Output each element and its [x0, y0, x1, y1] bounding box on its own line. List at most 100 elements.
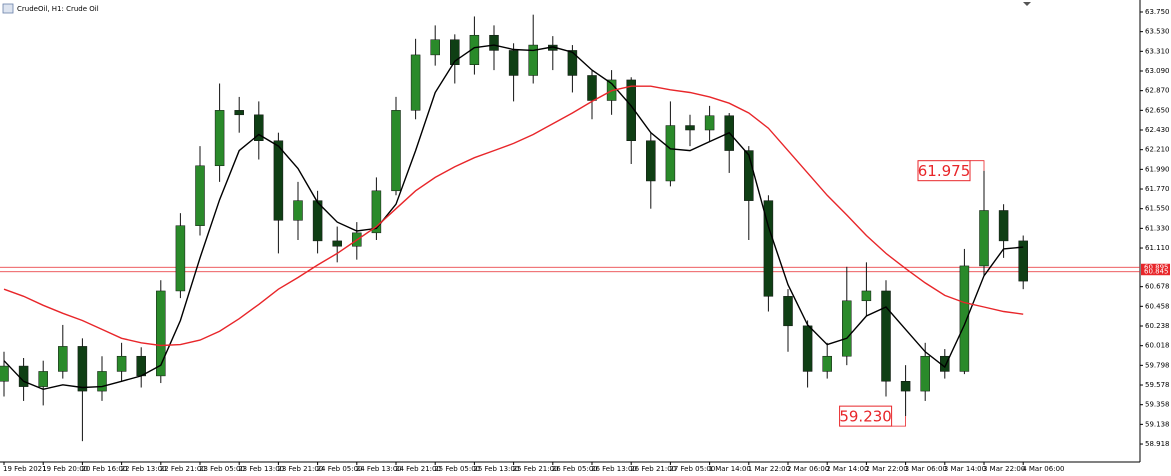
candle-body: [234, 110, 244, 116]
y-tick-label: 60.018: [1145, 342, 1170, 350]
x-tick-label: 20 Feb 16:00: [81, 465, 127, 473]
x-tick-label: 2 Mar 22:00: [865, 465, 907, 473]
candle-body: [97, 371, 107, 392]
candle-body: [312, 200, 323, 242]
y-tick-label: 62.650: [1145, 106, 1170, 114]
y-tick-label: 62.210: [1145, 146, 1170, 154]
candle-body: [626, 79, 636, 141]
y-tick-label: 60.238: [1145, 322, 1170, 330]
annotation-box: [917, 160, 971, 182]
y-tick-label: 63.090: [1145, 67, 1170, 75]
candle-body: [156, 290, 166, 377]
symbol-icon: [2, 3, 14, 14]
candle-body: [998, 210, 1009, 242]
x-tick-label: 23 Feb 13:00: [238, 465, 284, 473]
candle-body: [783, 296, 793, 327]
annotation-connector: [970, 160, 985, 171]
candle-body: [18, 365, 29, 387]
y-tick-label: 59.358: [1145, 401, 1170, 409]
y-tick-label: 59.578: [1145, 381, 1170, 389]
candle-body: [254, 114, 264, 141]
candle-body: [293, 200, 303, 221]
price-level-label: 60.845: [1144, 268, 1169, 276]
candle-body: [1018, 240, 1028, 282]
candle-body: [861, 290, 872, 302]
candle-body: [979, 210, 989, 267]
candle-body: [0, 365, 9, 382]
y-tick-label: 60.678: [1145, 283, 1170, 291]
candle-body: [77, 346, 88, 392]
annotation-label: 59.230: [839, 408, 892, 426]
candle-body: [900, 381, 911, 392]
x-tick-label: 26 Feb 05:00: [552, 465, 598, 473]
x-tick-label: 24 Feb 13:00: [356, 465, 402, 473]
candle-body: [704, 115, 715, 131]
candle-body: [920, 355, 930, 392]
candle-body: [822, 355, 832, 372]
y-tick-label: 61.770: [1145, 185, 1170, 193]
price-level-tag: [1141, 263, 1170, 271]
candle-body: [959, 265, 970, 372]
candle-body: [273, 140, 284, 221]
x-tick-label: 22 Feb 13:00: [121, 465, 167, 473]
candle-body: [371, 190, 382, 234]
x-tick-label: 2 Mar 14:00: [826, 465, 868, 473]
chart-title: CrudeOil, H1: Crude Oil: [17, 5, 99, 13]
candle-body: [587, 75, 597, 101]
x-tick-label: 19 Feb 20:00: [42, 465, 88, 473]
y-tick-label: 62.430: [1145, 126, 1170, 134]
x-tick-label: 3 Mar 06:00: [905, 465, 947, 473]
x-tick-label: 26 Feb 21:00: [630, 465, 676, 473]
candle-body: [410, 54, 421, 111]
y-tick-label: 61.110: [1145, 244, 1170, 252]
candle-body: [391, 110, 401, 192]
x-tick-label: 1 Mar 22:00: [748, 465, 790, 473]
x-tick-label: 25 Feb 05:00: [434, 465, 480, 473]
x-tick-label: 26 Feb 13:00: [591, 465, 637, 473]
x-tick-label: 22 Feb 21:00: [160, 465, 206, 473]
annotation-connector: [891, 416, 906, 427]
x-tick-label: 27 Feb 05:00: [669, 465, 715, 473]
candle-body: [528, 44, 538, 76]
candle-body: [430, 39, 440, 56]
candle-body: [175, 225, 186, 292]
candle-body: [195, 165, 205, 226]
price-level-label: 60.895: [1144, 263, 1169, 271]
candle-body: [744, 150, 754, 201]
x-tick-label: 24 Feb 05:00: [317, 465, 363, 473]
x-tick-label: 2 Mar 06:00: [787, 465, 829, 473]
annotation-box: [839, 405, 893, 427]
y-tick-label: 61.330: [1145, 224, 1170, 232]
x-tick-label: 24 Feb 21:00: [395, 465, 441, 473]
x-tick-label: 25 Feb 13:00: [473, 465, 519, 473]
moving-average-line: [3, 85, 1024, 347]
x-tick-label: 23 Feb 21:00: [277, 465, 323, 473]
x-tick-label: 3 Mar 14:00: [944, 465, 986, 473]
candle-body: [665, 125, 676, 182]
y-tick-label: 58.918: [1145, 440, 1170, 448]
y-tick-label: 63.750: [1145, 8, 1170, 16]
candle-body: [802, 325, 813, 372]
x-tick-label: 19 Feb 2021: [3, 465, 47, 473]
candle-body: [646, 140, 656, 182]
x-tick-label: 4 Mar 06:00: [1022, 465, 1064, 473]
candle-body: [214, 110, 225, 167]
y-tick-label: 61.550: [1145, 205, 1170, 213]
y-tick-label: 61.990: [1145, 165, 1170, 173]
candle-body: [489, 34, 499, 51]
x-tick-label: 1 Mar 14:00: [709, 465, 751, 473]
y-tick-label: 63.530: [1145, 28, 1170, 36]
candle-body: [450, 39, 460, 65]
y-tick-label: 62.870: [1145, 87, 1170, 95]
candle-body: [763, 200, 774, 297]
candle-body: [508, 50, 519, 76]
annotation-label: 61.975: [918, 162, 971, 180]
y-tick-label: 63.310: [1145, 47, 1170, 55]
x-tick-label: 25 Feb 21:00: [513, 465, 559, 473]
y-tick-label: 60.458: [1145, 302, 1170, 310]
y-tick-label: 59.798: [1145, 361, 1170, 369]
x-tick-label: 3 Mar 22:00: [983, 465, 1025, 473]
candle-body: [881, 290, 891, 382]
